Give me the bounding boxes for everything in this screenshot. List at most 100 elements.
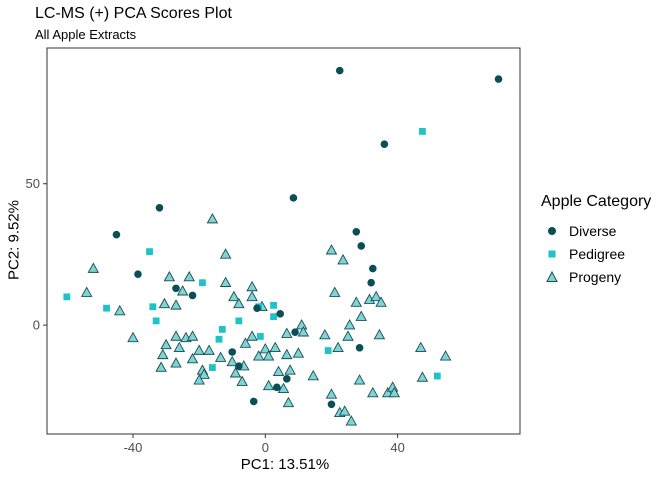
point-diverse xyxy=(134,270,142,279)
chart-title: LC-MS (+) PCA Scores Plot xyxy=(35,5,232,22)
point-progeny xyxy=(155,361,167,372)
point-diverse xyxy=(249,397,258,406)
diverse-marker-icon xyxy=(548,226,556,235)
point-progeny xyxy=(246,330,258,341)
legend-label-progeny: Progeny xyxy=(569,268,622,285)
point-progeny xyxy=(284,364,296,375)
point-diverse xyxy=(357,242,366,250)
point-progeny xyxy=(226,355,238,367)
point-progeny xyxy=(342,330,354,341)
point-progeny xyxy=(386,381,399,392)
point-pedigree xyxy=(103,304,110,312)
point-progeny xyxy=(388,386,401,398)
point-progeny xyxy=(262,350,275,361)
point-progeny xyxy=(252,350,265,361)
point-progeny xyxy=(282,396,295,408)
point-progeny xyxy=(170,330,182,341)
point-progeny xyxy=(183,270,195,282)
data-marks xyxy=(63,66,503,426)
point-pedigree xyxy=(256,333,264,340)
point-progeny xyxy=(246,290,258,302)
point-progeny xyxy=(281,327,293,338)
point-progeny xyxy=(170,299,182,310)
point-progeny xyxy=(160,338,172,350)
point-diverse xyxy=(112,230,121,239)
point-progeny xyxy=(295,319,308,330)
point-progeny xyxy=(193,374,205,385)
point-progeny xyxy=(157,348,169,360)
point-progeny xyxy=(229,367,242,378)
point-progeny xyxy=(329,286,341,297)
point-progeny xyxy=(292,347,305,358)
point-diverse xyxy=(369,264,377,273)
point-pedigree xyxy=(235,317,243,325)
point-progeny xyxy=(246,280,258,292)
point-progeny xyxy=(332,341,344,353)
progeny-marker-icon xyxy=(546,270,558,282)
y-tick-label: 50 xyxy=(26,176,40,191)
point-pedigree xyxy=(146,248,153,256)
point-progeny xyxy=(193,344,205,355)
point-progeny xyxy=(325,388,338,399)
point-progeny xyxy=(337,253,349,265)
point-diverse xyxy=(327,400,336,409)
point-progeny xyxy=(262,379,275,391)
point-progeny xyxy=(176,285,189,296)
legend-title: Apple Category xyxy=(541,193,652,210)
point-pedigree xyxy=(199,279,206,287)
point-progeny xyxy=(228,290,240,302)
point-diverse xyxy=(380,140,389,148)
point-progeny xyxy=(170,357,182,368)
axes: -40 0 40 0 50 xyxy=(26,176,405,455)
chart-subtitle: All Apple Extracts xyxy=(35,27,137,42)
point-progeny xyxy=(373,328,386,340)
point-progeny xyxy=(297,326,310,337)
x-tick-label: -40 xyxy=(124,440,143,455)
point-progeny xyxy=(219,248,232,259)
point-progeny xyxy=(355,310,367,321)
x-axis-label: PC1: 13.51% xyxy=(240,456,330,473)
point-diverse xyxy=(172,284,180,293)
point-diverse xyxy=(235,362,243,370)
point-pedigree xyxy=(419,128,426,135)
point-progeny xyxy=(186,352,199,364)
point-progeny xyxy=(173,341,186,353)
legend-label-diverse: Diverse xyxy=(569,222,617,239)
point-progeny xyxy=(350,296,363,307)
point-progeny xyxy=(236,375,248,386)
point-progeny xyxy=(353,374,366,385)
point-progeny xyxy=(338,405,351,416)
point-progeny xyxy=(375,296,387,307)
y-tick-label: 0 xyxy=(33,318,40,333)
y-axis-label: PC2: 9.52% xyxy=(5,199,23,281)
point-diverse xyxy=(291,328,299,336)
legend: Apple Category Diverse Pedigree Progeny xyxy=(541,193,651,288)
point-progeny xyxy=(233,297,245,309)
point-progeny xyxy=(269,341,281,353)
point-progeny xyxy=(343,319,356,330)
point-progeny xyxy=(325,244,338,255)
point-pedigree xyxy=(324,347,332,354)
point-progeny xyxy=(198,368,210,379)
legend-item-progeny: Progeny xyxy=(541,265,651,288)
point-pedigree xyxy=(215,335,223,343)
point-diverse xyxy=(273,383,281,392)
point-progeny xyxy=(307,369,320,381)
point-progeny xyxy=(416,371,429,382)
point-diverse xyxy=(355,343,364,352)
pedigree-marker-icon xyxy=(548,250,556,257)
point-progeny xyxy=(439,350,452,361)
point-diverse xyxy=(155,203,164,212)
point-progeny xyxy=(158,297,171,309)
point-progeny xyxy=(163,270,176,282)
point-progeny xyxy=(272,365,285,377)
point-progeny xyxy=(87,262,100,273)
point-progeny xyxy=(319,328,331,340)
point-progeny xyxy=(370,290,382,302)
point-diverse xyxy=(253,304,261,312)
legend-label-pedigree: Pedigree xyxy=(569,245,626,262)
point-diverse xyxy=(289,194,298,202)
point-diverse xyxy=(283,375,291,383)
point-progeny xyxy=(239,337,252,348)
